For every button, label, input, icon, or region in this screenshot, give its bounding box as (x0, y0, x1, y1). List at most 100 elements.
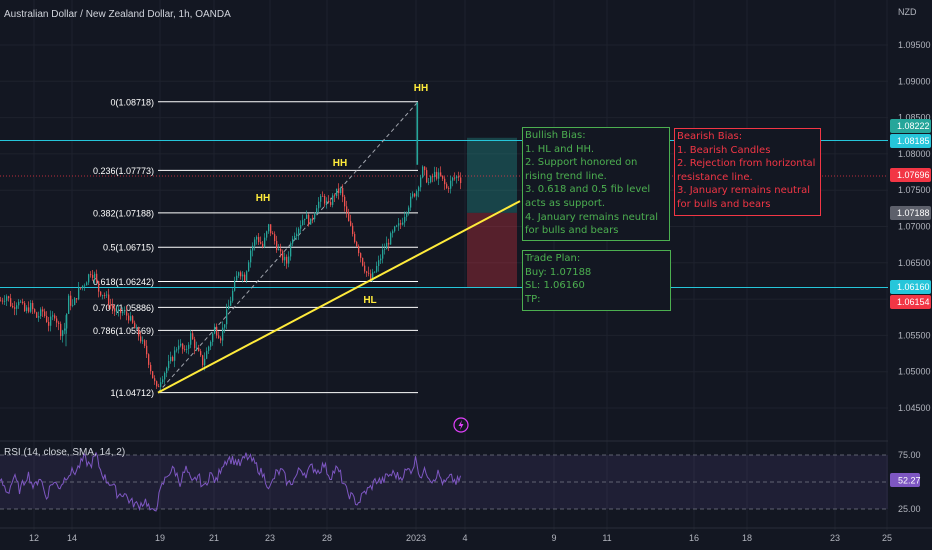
candle-down (154, 378, 156, 382)
candle-up (374, 271, 376, 273)
candle-up (190, 333, 192, 345)
price-badge-label: 1.08222 (897, 121, 930, 131)
candle-down (282, 251, 284, 261)
candle-up (254, 239, 256, 246)
candle-up (376, 265, 378, 272)
candle-down (146, 345, 148, 355)
candle-down (184, 349, 186, 350)
candle-up (26, 307, 28, 312)
candle-down (36, 312, 38, 318)
candle-up (290, 243, 292, 257)
candle-up (318, 201, 320, 209)
price-badge (890, 280, 931, 294)
lightning-icon-ring (453, 417, 469, 433)
candle-up (102, 294, 104, 296)
candle-down (44, 311, 46, 316)
candle-down (270, 224, 272, 234)
hh-spike-candle (416, 102, 419, 165)
candle-up (384, 249, 386, 250)
time-tick-label: 28 (322, 533, 332, 543)
fib-level-label: 1(1.04712) (110, 388, 154, 398)
candle-down (200, 351, 202, 356)
price-axis[interactable]: NZD 1.09500 1.09000 1.08500 1.08000 1.07500 1.… (888, 0, 932, 550)
candle-up (18, 301, 20, 306)
rsi-tick-label: 25.00 (898, 504, 921, 514)
time-tick-label: 16 (689, 533, 699, 543)
candle-up (410, 196, 412, 208)
candle-up (340, 187, 342, 194)
candle-up (380, 258, 382, 261)
candle-down (432, 176, 434, 178)
price-badge-label: 1.07696 (897, 170, 930, 180)
candle-down (358, 246, 360, 254)
price-tick-label: 1.04500 (898, 403, 931, 413)
price-badge-label: 1.07188 (897, 208, 930, 218)
bullish-line-0: Bullish Bias: (525, 130, 586, 141)
candle-up (246, 271, 248, 281)
candle-down (80, 287, 82, 289)
candle-down (24, 303, 26, 312)
fib-level-label: 0(1.08718) (110, 97, 154, 107)
candle-up (386, 242, 388, 250)
price-tick-label: 1.05000 (898, 367, 931, 377)
candle-down (202, 355, 204, 366)
candle-down (346, 206, 348, 213)
candle-up (84, 285, 86, 287)
candle-up (314, 214, 316, 220)
candle-up (250, 250, 252, 263)
candle-up (130, 316, 132, 321)
candle-up (420, 177, 422, 188)
candle-down (172, 356, 174, 361)
candle-up (406, 212, 408, 217)
candle-up (396, 225, 398, 227)
bullish-bias-note[interactable]: Bullish Bias: 1. HL and HH. 2. Support h… (522, 127, 670, 241)
fib-retracement[interactable]: 0(1.08718) 0.236(1.07773) 0.382(1.07188) 0.… (93, 97, 418, 398)
candle-down (356, 241, 358, 247)
candle-up (390, 233, 392, 245)
candle-down (366, 271, 368, 273)
fib-level-label: 0.618(1.06242) (93, 277, 154, 287)
candle-down (0, 300, 2, 302)
candle-up (142, 340, 144, 342)
candle-down (2, 300, 4, 302)
rsi-indicator-label[interactable]: RSI (14, close, SMA, 14, 2) (4, 447, 126, 458)
time-tick-label: 25 (882, 533, 892, 543)
candle-up (300, 225, 302, 229)
candle-up (66, 313, 68, 329)
bearish-line-0: Bearish Bias: (677, 131, 743, 142)
candle-down (370, 273, 372, 281)
price-badge-label: 1.06160 (897, 282, 930, 292)
price-tick-label: 1.07500 (898, 185, 931, 195)
bearish-line-3: 3. January remains neutral for bulls and… (677, 185, 814, 210)
candle-down (132, 316, 134, 323)
candle-down (156, 381, 158, 387)
candle-down (444, 178, 446, 185)
fib-trend-dashed-line (157, 101, 419, 393)
long-position-tool[interactable] (467, 137, 517, 288)
time-tick-label: 21 (209, 533, 219, 543)
candle-up (404, 216, 406, 223)
fib-level-label: 0.382(1.07188) (93, 208, 154, 218)
bearish-bias-note[interactable]: Bearish Bias: 1. Bearish Candles 2. Reje… (674, 128, 821, 216)
time-axis[interactable]: 12 14 19 21 23 28 2023 4 9 11 16 18 23 25 (0, 527, 932, 543)
candle-down (8, 296, 10, 299)
candle-down (34, 309, 36, 313)
candle-down (152, 371, 154, 379)
trade-plan-note[interactable]: Trade Plan: Buy: 1.07188 SL: 1.06160 TP: (522, 250, 671, 311)
rising-trend-line[interactable] (157, 200, 521, 394)
candle-up (372, 272, 374, 281)
lightning-icon[interactable] (453, 417, 469, 433)
time-tick-label: 14 (67, 533, 77, 543)
plan-line-3: TP: (525, 293, 541, 305)
swing-label: HH (414, 83, 428, 94)
candle-down (272, 233, 274, 235)
candle-down (112, 304, 114, 309)
time-tick-label: 11 (602, 533, 611, 543)
candle-up (248, 262, 250, 272)
bullish-line-2: 2. Support honored on rising trend line. (525, 157, 641, 182)
candle-up (64, 328, 66, 331)
bullish-line-1: 1. HL and HH. (525, 143, 595, 155)
candle-up (238, 272, 240, 276)
candle-down (28, 307, 30, 312)
